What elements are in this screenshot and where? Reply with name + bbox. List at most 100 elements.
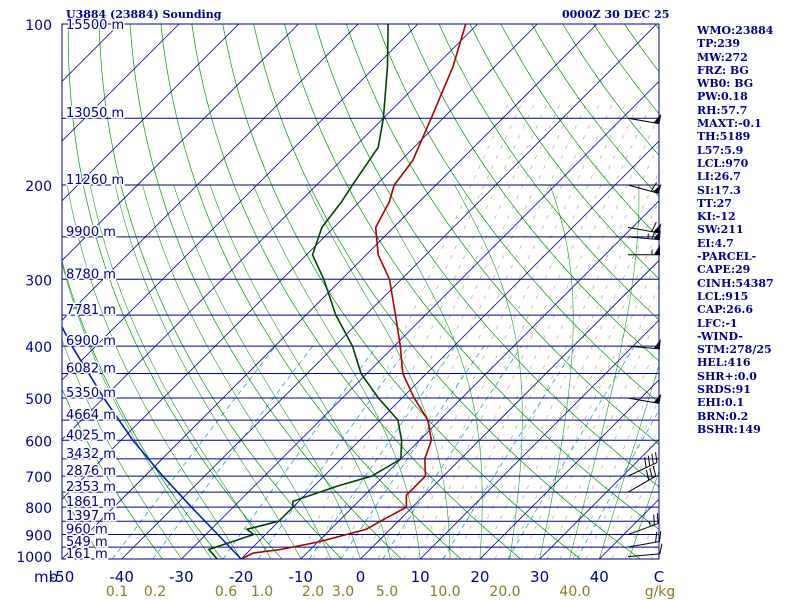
- index-item: CAP:26.6: [697, 303, 754, 317]
- height-label: 4025 m: [66, 428, 116, 443]
- mixing-ratio-label: 1.0: [251, 584, 273, 600]
- index-item: BRN:0.2: [697, 409, 749, 423]
- wind-barb-feather: [647, 455, 651, 467]
- index-item: LFC:-1: [697, 316, 738, 330]
- stipple-line: [455, 114, 659, 559]
- mixing-ratio-label: 20.0: [489, 584, 520, 600]
- height-label: 3432 m: [66, 447, 116, 462]
- wind-barb-feather: [651, 229, 657, 240]
- index-item: -PARCEL-: [697, 250, 757, 264]
- mixing-ratio-label: 0.1: [106, 584, 128, 600]
- height-label: 2353 m: [66, 480, 116, 495]
- stipple-line: [403, 99, 615, 559]
- temperature-tick-label: C: [654, 568, 664, 586]
- stipple-line: [442, 99, 654, 559]
- mixing-ratio-label: 3.0: [332, 584, 354, 600]
- isotherm-line: [62, 24, 359, 321]
- isotherm-line: [62, 24, 598, 559]
- stipple-line: [416, 99, 628, 559]
- temperature-tick-label: -30: [169, 568, 194, 586]
- series-temperature-line: [240, 24, 467, 559]
- stipple-line: [312, 99, 524, 559]
- index-item: -WIND-: [697, 329, 743, 343]
- height-label: 15500 m: [66, 18, 124, 33]
- height-label: 161 m: [66, 547, 108, 562]
- height-label: 6900 m: [66, 334, 116, 349]
- index-item: SW:211: [697, 223, 744, 237]
- mixing-ratio-label: 0.2: [144, 584, 166, 600]
- isotherm-line: [121, 24, 657, 559]
- index-item: CAPE:29: [697, 263, 751, 277]
- sounding-series: [62, 24, 467, 559]
- index-item: WB0: BG: [697, 77, 754, 91]
- height-label: 1861 m: [66, 495, 116, 510]
- height-label: 9900 m: [66, 225, 116, 240]
- moist-adiabat: [114, 185, 302, 559]
- index-item: EI:4.7: [697, 236, 734, 250]
- stipple-line: [494, 199, 659, 559]
- height-label: 1397 m: [66, 509, 116, 524]
- wind-barb-feather: [659, 543, 663, 554]
- wind-barb: [627, 452, 658, 477]
- wind-barb-pennant: [653, 338, 661, 349]
- wind-barb-feather: [654, 452, 658, 463]
- stipple-line: [351, 99, 563, 559]
- stipple-line: [481, 171, 659, 559]
- height-label: 549 m: [66, 535, 108, 550]
- moist-adiabat: [142, 185, 331, 559]
- height-label: 7781 m: [66, 303, 116, 318]
- temperature-tick-label: -20: [229, 568, 254, 586]
- dry-adiabats: [62, 24, 659, 559]
- stipple-line: [377, 99, 589, 559]
- wind-barb-feather: [644, 457, 647, 468]
- index-item: L57:5.9: [697, 143, 744, 157]
- temperature-tick-label: -40: [109, 568, 134, 586]
- index-item: SRDS:91: [697, 383, 751, 397]
- index-item: EHI:0.1: [697, 396, 745, 410]
- pressure-tick-label: 500: [25, 392, 52, 408]
- height-label: 2876 m: [66, 464, 116, 479]
- index-item: RH:57.7: [697, 103, 748, 117]
- wind-barb: [627, 182, 662, 194]
- stipple-line: [299, 99, 511, 559]
- index-item: FRZ: BG: [697, 63, 749, 77]
- stipple-line: [390, 99, 602, 559]
- stipple-line: [364, 99, 576, 559]
- wind-barb-feather: [652, 465, 657, 477]
- mixing-ratio-label: 40.0: [559, 584, 590, 600]
- sounding-time: 0000Z 30 DEC 25: [562, 8, 670, 21]
- temperature-tick-label: 40: [590, 568, 609, 586]
- wind-barb: [627, 393, 662, 404]
- stipple-line: [468, 142, 659, 559]
- wind-barb: [627, 465, 657, 493]
- moist-adiabat: [173, 185, 361, 559]
- mixing-ratio-label: g/kg: [645, 584, 676, 600]
- height-label: 6082 m: [66, 361, 116, 376]
- wind-barb-feather: [651, 222, 657, 232]
- wind-barb-feather: [651, 453, 654, 465]
- moist-adiabat: [628, 470, 659, 559]
- isotherm-line: [419, 319, 659, 559]
- temperature-tick-label: 10: [411, 568, 430, 586]
- index-item: KI:-12: [697, 210, 736, 224]
- pressure-tick-label: 400: [25, 340, 52, 356]
- isotherm-line: [240, 140, 659, 559]
- pressure-tick-label: 100: [25, 18, 52, 34]
- dry-adiabat: [191, 24, 522, 559]
- pressure-tick-label: 1000: [16, 550, 52, 566]
- mixing-ratio-line: [257, 345, 410, 559]
- wind-barb-staff: [627, 397, 660, 404]
- stipple-line: [338, 99, 550, 559]
- index-item: MW:272: [697, 50, 748, 64]
- index-item: TP:239: [697, 37, 741, 51]
- dry-adiabat: [160, 24, 462, 559]
- stipple-line: [325, 99, 537, 559]
- wind-barb: [627, 531, 662, 548]
- wind-barb-staff: [627, 236, 660, 241]
- series-parcel-line: [62, 325, 242, 559]
- index-item: TH:5189: [697, 130, 751, 144]
- index-item: WMO:23884: [697, 24, 774, 37]
- height-label: 4664 m: [66, 408, 116, 423]
